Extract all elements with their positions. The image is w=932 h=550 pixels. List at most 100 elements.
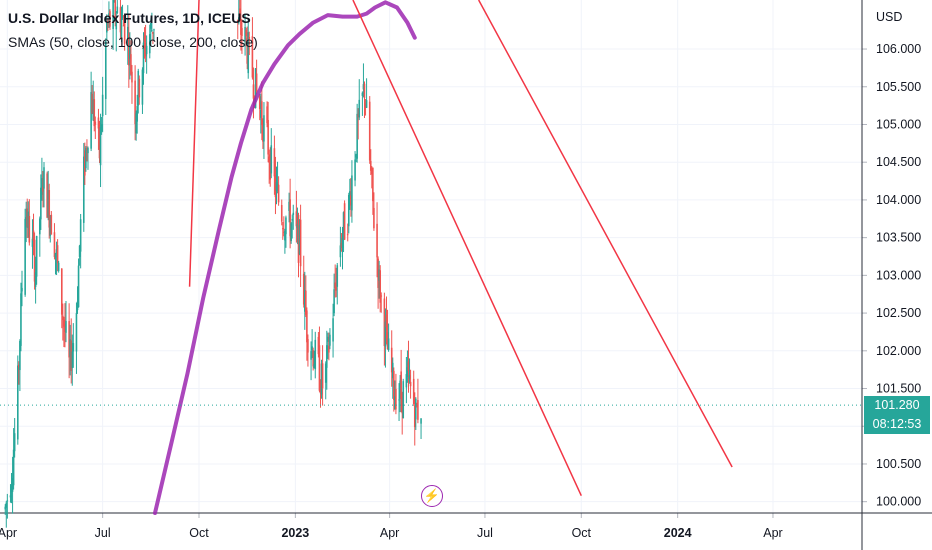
price-tick-label: 106.000 (876, 42, 921, 56)
candle (350, 177, 352, 217)
candle (386, 309, 389, 350)
candle (6, 493, 9, 519)
candle (364, 99, 367, 116)
candle (406, 350, 409, 383)
candle (57, 260, 60, 273)
candle (400, 349, 402, 413)
candle (13, 418, 16, 458)
candle (255, 59, 258, 95)
price-tick-label: 100.500 (876, 457, 921, 471)
price-axis-currency: USD (876, 10, 902, 24)
candle (98, 120, 101, 164)
candle (97, 108, 100, 150)
candle (91, 85, 93, 115)
candle (270, 128, 273, 179)
candle (79, 213, 82, 269)
candle (258, 94, 261, 121)
candle (246, 26, 248, 70)
lightning-bolt-icon[interactable]: ⚡ (421, 485, 443, 507)
candle (321, 345, 324, 406)
price-tick-label: 105.500 (876, 80, 921, 94)
time-tick-label: Apr (380, 526, 399, 540)
candle (247, 18, 250, 79)
candle (112, 0, 114, 50)
price-tick-label: 104.000 (876, 193, 921, 207)
candle (24, 208, 26, 297)
candle (325, 330, 328, 390)
candle (126, 5, 129, 65)
candle (33, 232, 36, 290)
candle (62, 303, 64, 341)
candle (420, 418, 422, 440)
candle (143, 27, 146, 59)
candle (378, 260, 380, 299)
candle (383, 292, 386, 366)
candle (327, 332, 329, 359)
candle (391, 357, 394, 399)
candle (393, 367, 395, 412)
candle (398, 383, 400, 421)
price-tick-label: 105.000 (876, 117, 921, 131)
candle (87, 146, 89, 170)
candle (28, 199, 31, 246)
price-tick-label: 103.000 (876, 268, 921, 282)
candle (305, 275, 307, 317)
chart-legend: U.S. Dollar Index Futures, 1D, ICEUS SMA… (8, 6, 258, 54)
candle (131, 64, 133, 104)
candle (341, 226, 344, 270)
candle (25, 201, 27, 243)
candle (385, 296, 388, 345)
candle (373, 192, 375, 231)
candle (283, 216, 285, 237)
candle (145, 35, 148, 74)
candle (319, 379, 322, 408)
time-tick-label: 2024 (664, 526, 692, 540)
candle (401, 391, 403, 435)
candle (64, 303, 66, 348)
symbol-title[interactable]: U.S. Dollar Index Futures, 1D, ICEUS (8, 10, 251, 26)
sma-indicator-label[interactable]: SMAs (50, close, 100, close, 200, close) (8, 34, 258, 50)
price-tick-label: 103.500 (876, 231, 921, 245)
candle (241, 19, 243, 54)
candle (343, 200, 346, 241)
candle (240, 0, 242, 51)
candle (76, 286, 79, 314)
candle (354, 151, 356, 187)
candle (290, 221, 292, 244)
candle (78, 244, 81, 266)
candle (19, 339, 21, 392)
candle (100, 116, 103, 135)
candle (252, 67, 255, 119)
candle (245, 27, 247, 47)
candle (144, 24, 147, 63)
candle (114, 0, 117, 27)
candle (40, 174, 42, 230)
candle (5, 500, 8, 528)
candle (236, 19, 239, 40)
candle (267, 101, 269, 163)
candle (324, 361, 327, 400)
candle (317, 332, 320, 358)
candle (405, 356, 408, 404)
candle (335, 267, 338, 298)
candle (384, 308, 387, 368)
candle (313, 350, 316, 369)
candle (10, 473, 13, 504)
candle (27, 201, 30, 238)
price-tick-label: 102.000 (876, 344, 921, 358)
time-tick-label: Jul (477, 526, 493, 540)
candle (415, 397, 417, 430)
candle (115, 11, 118, 52)
candle (47, 170, 49, 221)
last-price-label: 101.280 08:12:53 (864, 396, 930, 435)
candle (372, 167, 374, 215)
candle (347, 192, 350, 234)
candle (86, 139, 88, 162)
candle (320, 359, 323, 399)
candle (285, 215, 287, 248)
candle (120, 6, 123, 43)
candle (387, 323, 390, 352)
candle (409, 369, 412, 399)
candle (275, 166, 278, 205)
